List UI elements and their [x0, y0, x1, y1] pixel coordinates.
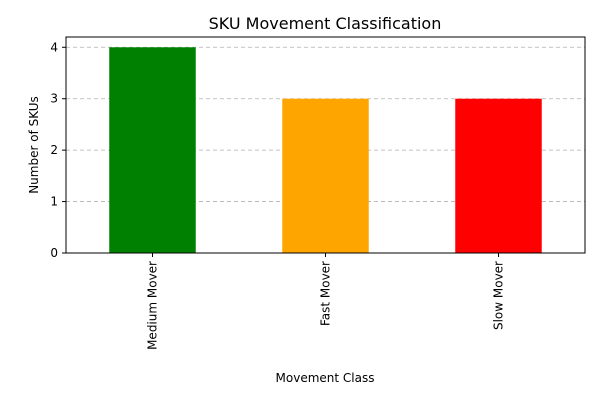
x-tick-label: Slow Mover [492, 261, 506, 330]
chart-title: SKU Movement Classification [209, 14, 442, 33]
y-axis-ticks: 0 1 2 3 4 [50, 40, 66, 260]
bar-fast-mover [282, 98, 369, 253]
y-tick-label: 3 [50, 92, 58, 106]
bar-slow-mover [455, 98, 542, 253]
bar-medium-mover [109, 47, 196, 254]
y-tick-label: 2 [50, 143, 58, 157]
y-tick-label: 4 [50, 40, 58, 54]
x-tick-label: Medium Mover [146, 261, 160, 350]
x-axis-ticks: Medium Mover Fast Mover Slow Mover [146, 253, 506, 350]
y-axis-label: Number of SKUs [27, 96, 41, 194]
bars [109, 47, 542, 254]
x-tick-label: Fast Mover [319, 261, 333, 326]
y-tick-label: 1 [50, 195, 58, 209]
x-axis-label: Movement Class [276, 371, 375, 385]
y-tick-label: 0 [50, 246, 58, 260]
